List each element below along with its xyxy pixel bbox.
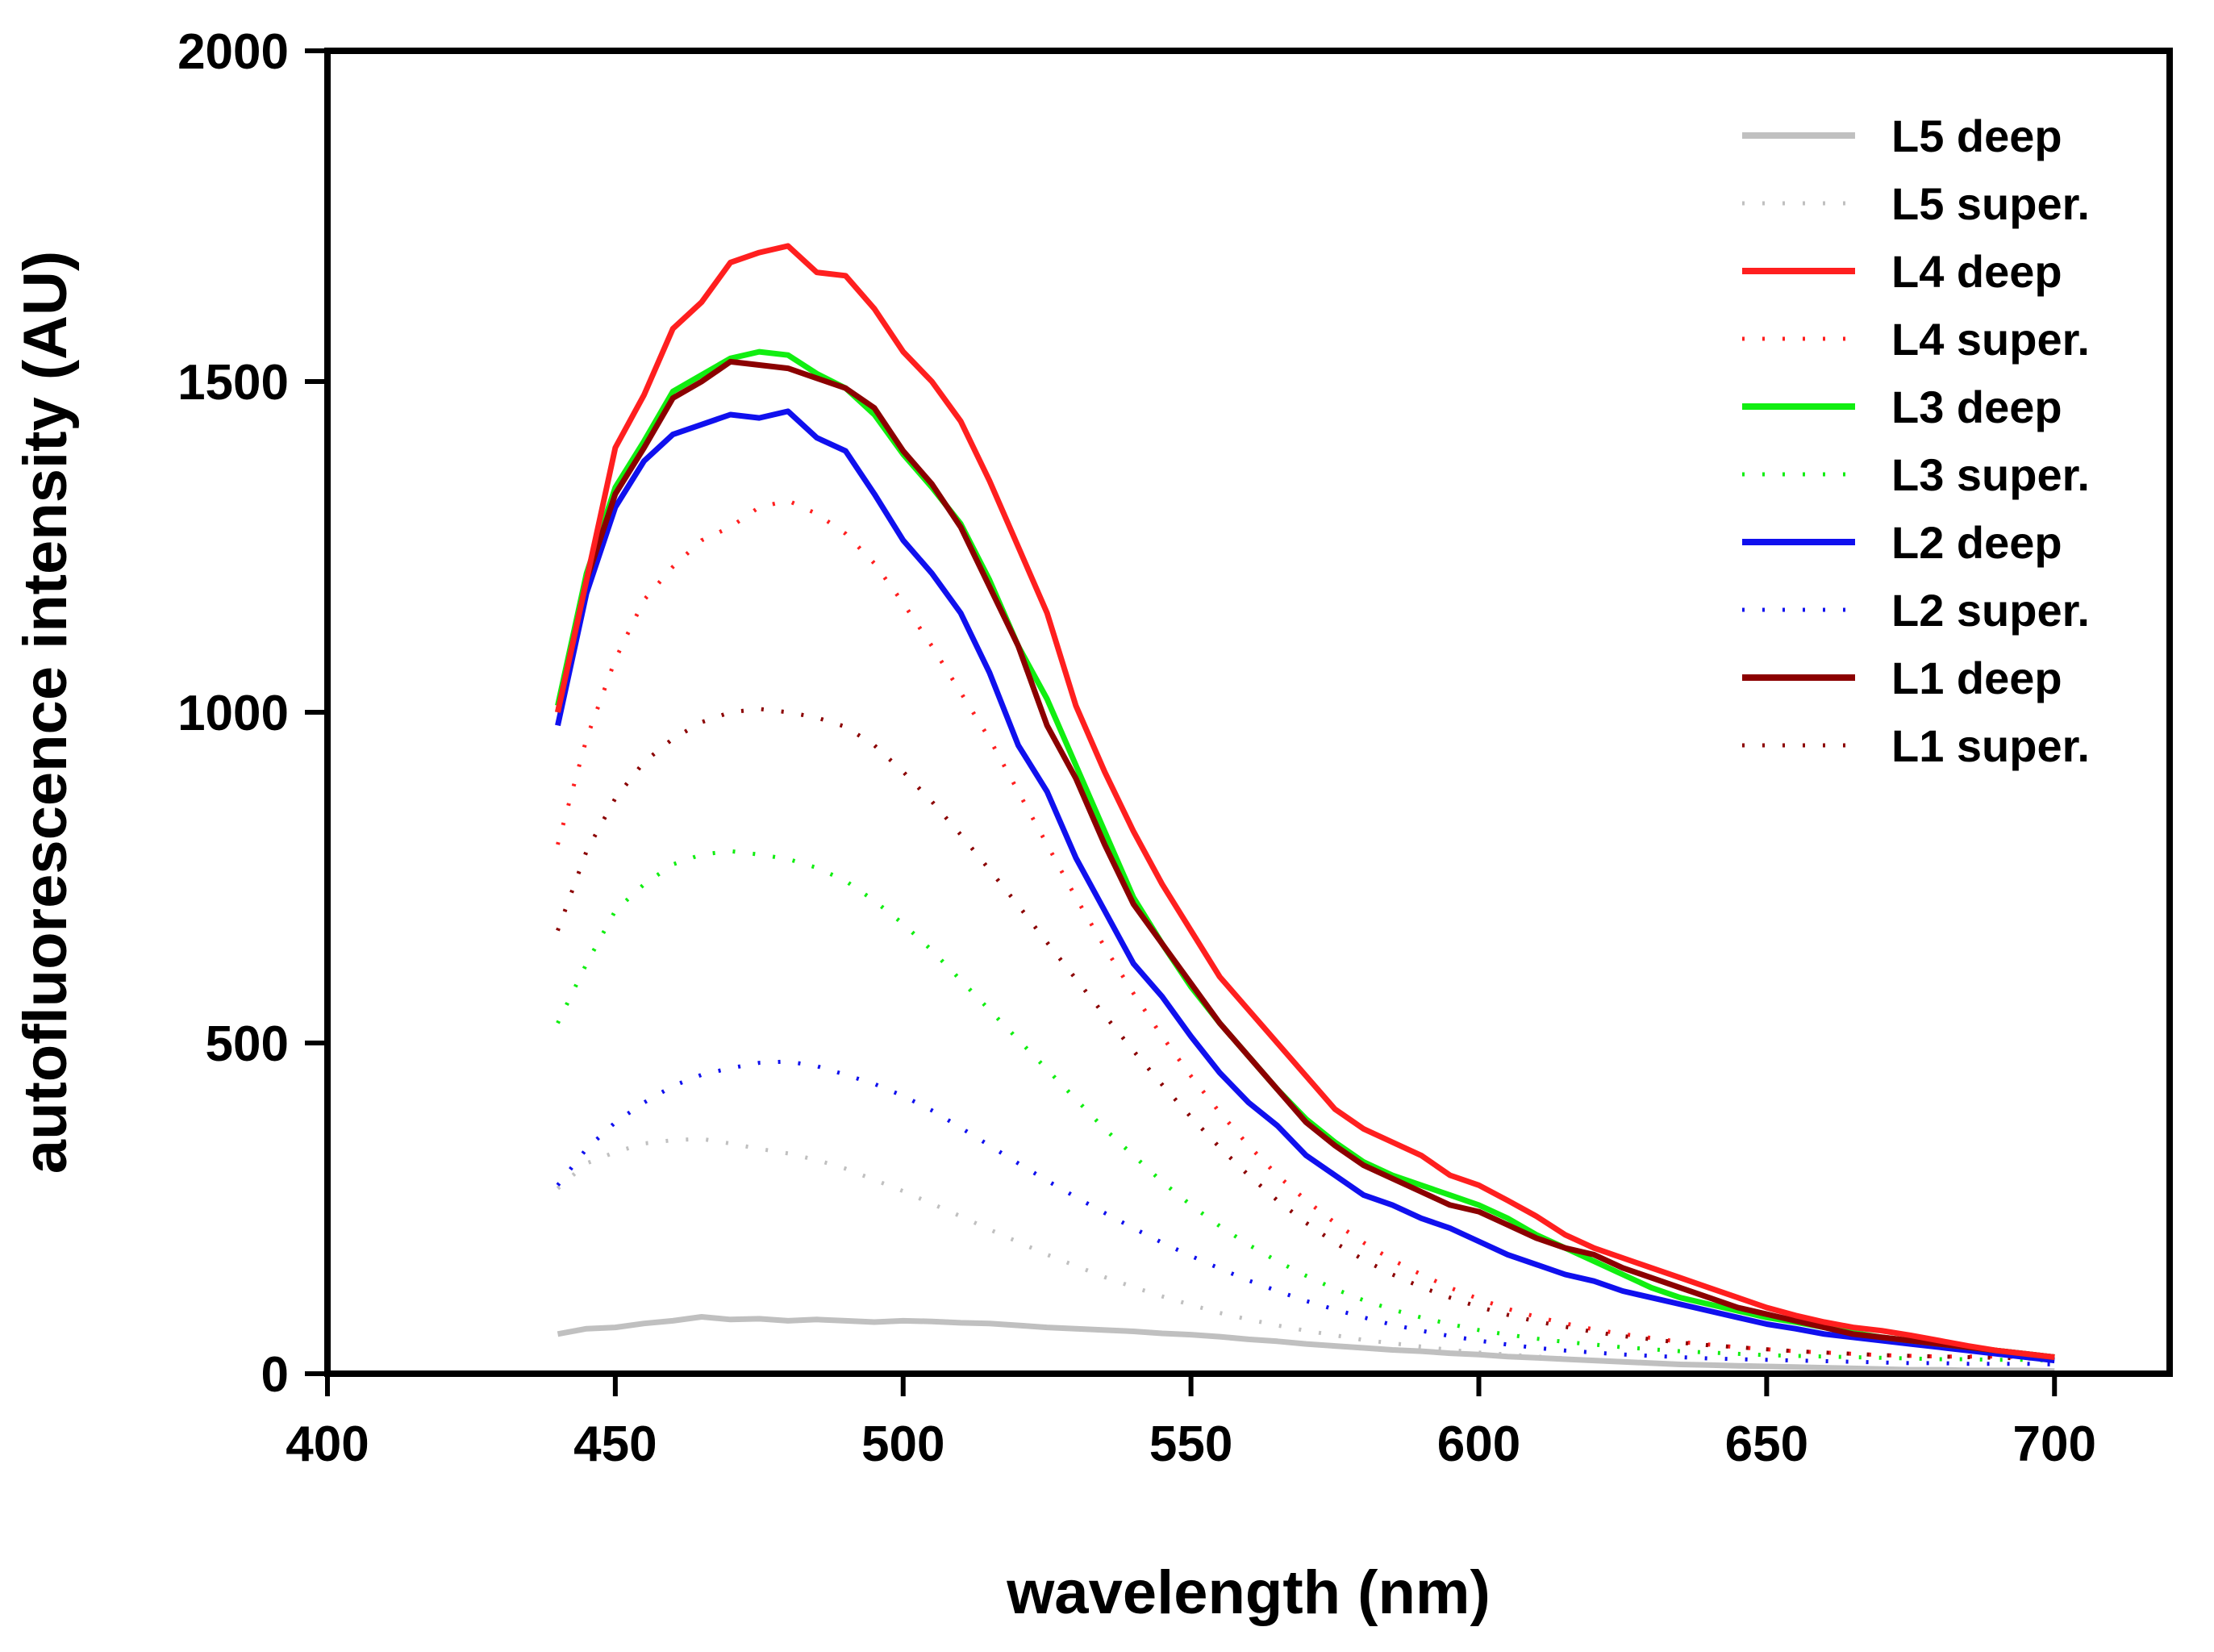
x-tick-label: 400 [286, 1416, 369, 1472]
x-axis-ticks: 400 450 500 550 600 650 700 [286, 1374, 2096, 1472]
legend-label-l2-deep: L2 deep [1891, 517, 2062, 568]
legend: L5 deep L5 super. L4 deep L4 super. L3 deep L… [1742, 111, 2090, 771]
series-line-l3-super [556, 849, 2055, 1363]
series-line-l4-super [556, 499, 2055, 1359]
legend-label-l2-super: L2 super. [1891, 585, 2090, 636]
legend-label-l1-super: L1 super. [1891, 720, 2090, 771]
x-axis-label: wavelength (nm) [1006, 1558, 1491, 1627]
x-tick-label: 550 [1149, 1416, 1232, 1472]
y-tick-label: 2000 [177, 24, 289, 80]
y-axis-ticks: 0 500 1000 1500 2000 [177, 24, 327, 1403]
series-line-l4-deep [555, 243, 2055, 1360]
y-tick-label: 0 [261, 1347, 289, 1403]
y-tick-label: 1000 [177, 686, 289, 741]
series-layer [555, 243, 2055, 1375]
legend-label-l1-deep: L1 deep [1891, 653, 2062, 703]
series-line-l5-deep [557, 1314, 2055, 1375]
legend-label-l5-super: L5 super. [1891, 178, 2090, 229]
x-tick-label: 700 [2013, 1416, 2096, 1472]
series-line-l1-super [556, 707, 2055, 1362]
y-tick-label: 1500 [177, 355, 289, 411]
legend-label-l3-super: L3 super. [1891, 449, 2090, 500]
x-tick-label: 650 [1725, 1416, 1808, 1472]
x-tick-label: 500 [861, 1416, 944, 1472]
legend-label-l4-super: L4 super. [1891, 314, 2090, 365]
series-line-l3-deep [555, 348, 2055, 1360]
legend-label-l3-deep: L3 deep [1891, 382, 2062, 432]
series-line-l2-deep [555, 408, 2055, 1364]
y-tick-label: 500 [206, 1016, 289, 1072]
legend-label-l5-deep: L5 deep [1891, 111, 2062, 161]
y-axis-label: autofluorescence intensity (AU) [11, 251, 80, 1174]
x-tick-label: 450 [573, 1416, 657, 1472]
series-line-l5-super [556, 1137, 2055, 1374]
series-line-l1-deep [555, 358, 2055, 1360]
legend-label-l4-deep: L4 deep [1891, 246, 2062, 297]
x-tick-label: 600 [1437, 1416, 1520, 1472]
